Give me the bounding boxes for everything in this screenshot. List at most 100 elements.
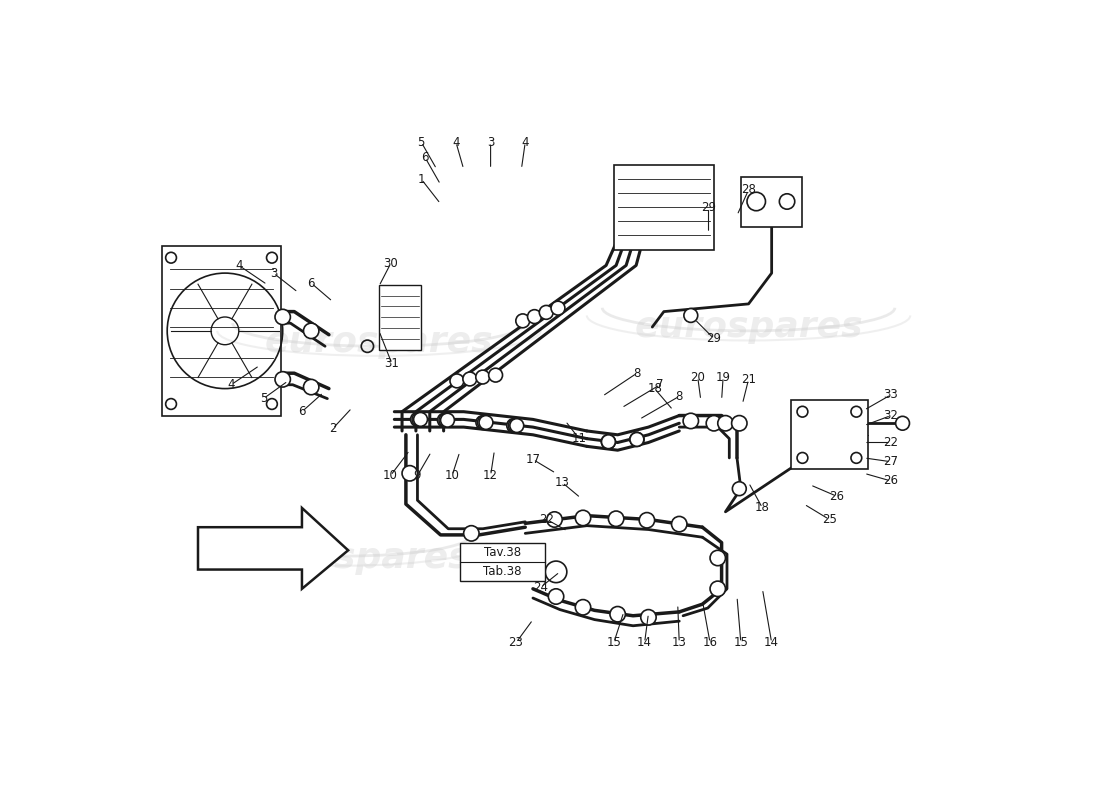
Text: 30: 30 <box>383 258 398 270</box>
Circle shape <box>684 309 697 322</box>
Circle shape <box>440 414 454 427</box>
Circle shape <box>412 413 426 426</box>
Text: 13: 13 <box>672 636 686 650</box>
Circle shape <box>575 599 591 615</box>
Circle shape <box>630 433 644 446</box>
Circle shape <box>304 323 319 338</box>
Text: 16: 16 <box>703 636 717 650</box>
Circle shape <box>275 372 290 387</box>
Circle shape <box>732 415 747 431</box>
Circle shape <box>463 372 476 386</box>
Text: 22: 22 <box>539 513 554 526</box>
Bar <box>741 177 803 227</box>
Circle shape <box>630 433 644 446</box>
Text: 8: 8 <box>634 366 640 380</box>
Text: 2: 2 <box>329 422 337 435</box>
Bar <box>791 400 868 470</box>
Circle shape <box>480 415 493 430</box>
Text: 6: 6 <box>298 405 306 418</box>
Text: Tab.38: Tab.38 <box>483 565 521 578</box>
Circle shape <box>711 581 726 597</box>
Circle shape <box>717 415 734 431</box>
Text: 14: 14 <box>764 636 779 650</box>
Text: eurospares: eurospares <box>635 310 862 344</box>
Text: 27: 27 <box>883 455 899 468</box>
Circle shape <box>609 606 626 622</box>
Circle shape <box>410 413 425 426</box>
Circle shape <box>304 379 319 394</box>
Circle shape <box>516 314 530 328</box>
Circle shape <box>507 418 520 433</box>
Text: 4: 4 <box>521 136 529 149</box>
Circle shape <box>464 526 480 541</box>
Text: 26: 26 <box>829 490 845 503</box>
Circle shape <box>630 433 644 446</box>
Text: 6: 6 <box>307 277 315 290</box>
Circle shape <box>414 413 428 426</box>
Circle shape <box>403 466 418 481</box>
Circle shape <box>476 370 490 384</box>
Text: 13: 13 <box>554 476 570 489</box>
Text: 10: 10 <box>383 469 398 482</box>
Text: 22: 22 <box>883 436 899 449</box>
Text: 24: 24 <box>534 581 548 594</box>
Text: 3: 3 <box>487 136 494 149</box>
Circle shape <box>546 561 566 582</box>
Circle shape <box>438 414 451 427</box>
Circle shape <box>476 415 490 430</box>
Text: 11: 11 <box>572 432 586 445</box>
Circle shape <box>547 512 562 527</box>
Text: 15: 15 <box>606 636 621 650</box>
Circle shape <box>509 418 524 433</box>
Circle shape <box>528 310 541 323</box>
Circle shape <box>575 510 591 526</box>
Circle shape <box>671 517 686 532</box>
Circle shape <box>508 418 522 433</box>
Bar <box>460 542 544 581</box>
Text: 10: 10 <box>444 469 460 482</box>
Circle shape <box>639 513 654 528</box>
Text: 28: 28 <box>741 183 756 197</box>
Circle shape <box>551 302 565 315</box>
Circle shape <box>548 589 563 604</box>
Text: eurospares: eurospares <box>242 541 470 575</box>
Text: 3: 3 <box>270 266 277 280</box>
Bar <box>162 246 282 415</box>
Text: 29: 29 <box>706 332 722 345</box>
Circle shape <box>706 415 722 431</box>
Circle shape <box>608 511 624 526</box>
Circle shape <box>477 415 492 430</box>
Circle shape <box>488 368 503 382</box>
Bar <box>378 285 421 350</box>
Circle shape <box>895 416 910 430</box>
Text: 23: 23 <box>508 636 524 650</box>
Text: 8: 8 <box>675 390 683 403</box>
Text: 5: 5 <box>418 136 425 149</box>
Text: 1: 1 <box>418 173 425 186</box>
Text: 6: 6 <box>421 151 429 164</box>
Circle shape <box>539 306 553 319</box>
Text: 15: 15 <box>734 636 748 650</box>
Circle shape <box>450 374 464 388</box>
Circle shape <box>602 435 615 449</box>
Circle shape <box>711 550 726 566</box>
Circle shape <box>779 194 795 209</box>
Circle shape <box>602 435 615 449</box>
Text: 31: 31 <box>385 358 399 370</box>
Text: 7: 7 <box>657 378 663 391</box>
Text: 4: 4 <box>235 259 243 272</box>
Polygon shape <box>198 508 348 589</box>
Text: 4: 4 <box>228 378 235 391</box>
Bar <box>614 166 714 250</box>
Text: 26: 26 <box>883 474 899 487</box>
Circle shape <box>640 610 656 625</box>
Text: eurospares: eurospares <box>265 326 493 359</box>
Text: 4: 4 <box>452 136 460 149</box>
Text: 17: 17 <box>526 453 540 466</box>
Circle shape <box>602 435 615 449</box>
Text: 12: 12 <box>483 469 498 482</box>
Text: 14: 14 <box>637 636 652 650</box>
Text: 19: 19 <box>716 370 730 383</box>
Circle shape <box>733 482 746 496</box>
Circle shape <box>683 414 698 429</box>
